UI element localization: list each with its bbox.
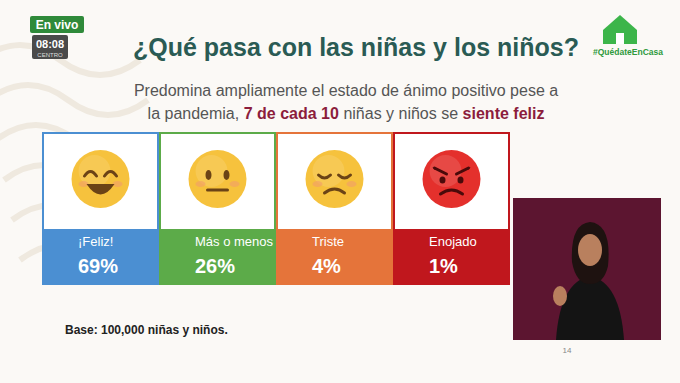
eye [206, 170, 212, 180]
logo-house [603, 15, 637, 44]
face [423, 150, 481, 208]
annotation: Base: 100,000 niñas y niños. [65, 323, 228, 337]
clock-text: 08:08 [36, 38, 64, 50]
eye [319, 175, 331, 178]
subtitle-line: la pandemia,7 de cada 10niñas y niños se… [148, 105, 545, 122]
eye [224, 170, 230, 180]
tile: Triste 4% [277, 133, 392, 284]
eye [440, 177, 446, 184]
page-number: 14 [563, 346, 572, 355]
tile: Más o menos 26% [160, 133, 275, 284]
live-badge [30, 16, 84, 33]
pattern-stroke [0, 45, 140, 75]
tile: Enojado 1% [394, 133, 509, 284]
mouth [325, 189, 345, 193]
category-label: Triste [312, 234, 344, 249]
blush [313, 181, 323, 187]
mouth [87, 184, 115, 195]
blush [230, 181, 240, 187]
hashtag-text: #QuédateEnCasa [593, 47, 663, 57]
blush [196, 181, 206, 187]
brow [457, 168, 469, 174]
subtitle-part: Predomina ampliamente el estado de ánimo… [134, 82, 558, 99]
eye [105, 172, 117, 177]
eye [458, 177, 464, 184]
data-label: 4% [312, 255, 341, 277]
tile-frame [277, 133, 392, 284]
person-hair [572, 222, 609, 284]
live-text: En vivo [36, 18, 79, 32]
tile: ¡Feliz! 69% [43, 133, 158, 284]
hashtag-logo: #QuédateEnCasa [593, 15, 663, 57]
eye [339, 175, 351, 178]
face-shine [313, 155, 345, 187]
tiles: ¡Feliz! 69% Más o menos 26% Triste 4% Enojado 1… [43, 133, 509, 284]
tile-frame [160, 133, 275, 284]
subtitle-part: niñas y niños se [343, 105, 458, 122]
clock-box [32, 35, 68, 59]
video-frame [513, 198, 661, 340]
pattern-stroke [0, 85, 148, 115]
face-shine [79, 155, 111, 187]
subtitle-part: siente feliz [463, 105, 545, 122]
face-shine [430, 155, 462, 187]
mouth [441, 190, 463, 194]
subtitle-line: Predomina ampliamente el estado de ánimo… [134, 82, 558, 99]
background [0, 0, 680, 383]
data-label: 26% [195, 255, 235, 277]
slide: En vivo 08:08 CENTRO #QuédateEnCasa ¿Qué pas… [0, 0, 680, 383]
eye [85, 172, 97, 177]
category-label: Más o menos [195, 234, 274, 249]
mouth [208, 189, 228, 192]
face [189, 150, 247, 208]
category-label: ¡Feliz! [78, 234, 113, 249]
value-box [277, 229, 392, 284]
value-box [394, 229, 509, 284]
value-box [43, 229, 158, 284]
interpreter-video [513, 198, 661, 340]
subtitle-part: la pandemia, [148, 105, 240, 122]
data-label: 69% [78, 255, 118, 277]
zone-text: CENTRO [37, 52, 63, 58]
person-body [556, 276, 624, 340]
title: ¿Qué pasa con las niñas y los niños? [133, 33, 579, 61]
category-label: Enojado [429, 234, 477, 249]
subtitle-part: 7 de cada 10 [244, 105, 339, 122]
logo-door [616, 33, 624, 44]
value-box [160, 229, 275, 284]
face [306, 150, 364, 208]
blush [347, 181, 357, 187]
tile-frame [43, 133, 158, 284]
face [72, 150, 130, 208]
person-hand [553, 286, 567, 306]
face-shine [196, 155, 228, 187]
tile-frame [394, 133, 509, 284]
person-face [578, 234, 602, 266]
brow [435, 168, 447, 174]
data-label: 1% [429, 255, 458, 277]
